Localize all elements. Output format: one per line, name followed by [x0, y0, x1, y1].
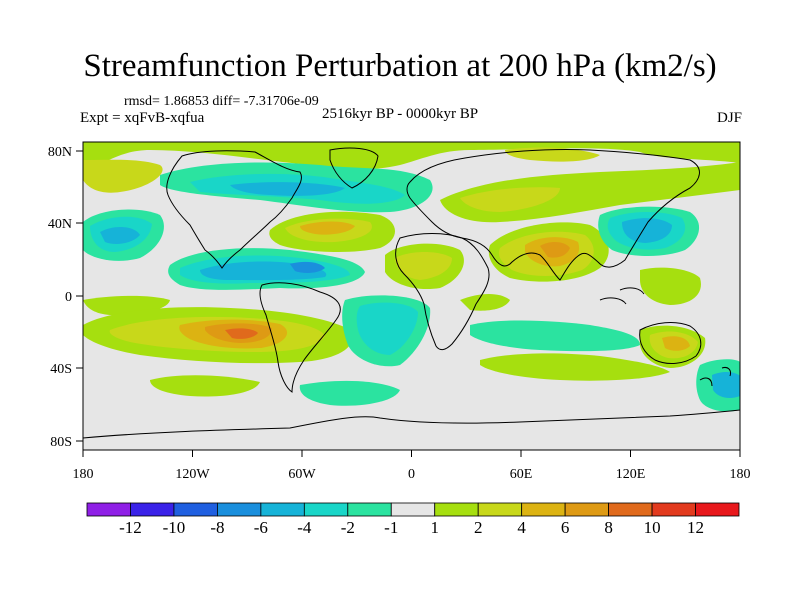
coastline-south-america	[259, 282, 341, 393]
colorbar-label: 6	[561, 518, 570, 537]
contour-region	[460, 294, 510, 311]
colorbar: -12 -10 -8 -6 -4 -2 -1 1 2 4 6 8 10 12	[86, 502, 740, 537]
colorbar-label: 4	[517, 518, 526, 537]
coastline-africa	[395, 233, 490, 351]
contour-region	[83, 159, 163, 193]
lon-tick-label: 180	[730, 467, 751, 482]
contour-region	[470, 320, 640, 352]
colorbar-label: -4	[297, 518, 312, 537]
stats-label: rmsd= 1.86853 diff= -7.31706e-09	[124, 94, 319, 109]
contour-region	[540, 242, 570, 258]
colorbar-label: -1	[384, 518, 398, 537]
lon-tick-label: 120E	[616, 467, 646, 482]
colorbar-label: 12	[687, 518, 704, 537]
coastline-islands	[599, 287, 731, 387]
contour-region	[83, 142, 740, 175]
lat-tick-label: 0	[65, 290, 72, 305]
season-label: DJF	[716, 110, 742, 126]
contour-region	[712, 372, 740, 398]
contour-region	[622, 218, 672, 243]
chart-title: Streamfunction Perturbation at 200 hPa (…	[83, 48, 717, 84]
map-fill-layer	[83, 142, 740, 450]
colorbar-box	[216, 502, 262, 517]
contour-region	[299, 380, 400, 406]
colorbar-box	[173, 502, 218, 517]
lat-tick-label: 40S	[50, 362, 72, 377]
contour-region	[225, 328, 258, 339]
period-label: 2516kyr BP - 0000kyr BP	[322, 106, 479, 122]
lon-tick-label: 0	[408, 467, 415, 482]
contour-region	[150, 375, 260, 397]
colorbar-box	[521, 502, 566, 517]
colorbar-box	[608, 502, 653, 517]
contour-region	[460, 187, 560, 212]
colorbar-label: -10	[163, 518, 186, 537]
colorbar-box	[86, 502, 131, 517]
lon-tick-label: 60E	[510, 467, 533, 482]
contour-region	[640, 267, 701, 305]
coastline-antarctica	[83, 409, 740, 439]
lon-tick-label: 120W	[175, 467, 210, 482]
colorbar-label: 1	[430, 518, 439, 537]
colorbar-box	[651, 502, 696, 517]
colorbar-box	[303, 502, 349, 517]
coastlines	[83, 147, 740, 439]
contour-region	[100, 226, 140, 244]
colorbar-box	[260, 502, 305, 517]
lat-tick-label: 80S	[50, 435, 72, 450]
colorbar-label: -8	[210, 518, 224, 537]
coastline-greenland	[329, 147, 379, 189]
colorbar-box	[434, 502, 479, 517]
colorbar-label: 10	[644, 518, 661, 537]
contour-region	[230, 182, 345, 196]
contour-region	[662, 336, 690, 351]
colorbar-box	[564, 502, 610, 517]
colorbar-label: -2	[341, 518, 355, 537]
lon-axis: 180 120W 60W 0 60E 120E 180	[73, 450, 751, 482]
colorbar-box	[130, 502, 175, 517]
contour-region	[356, 302, 418, 355]
contour-region	[300, 221, 355, 235]
colorbar-label: -12	[119, 518, 142, 537]
colorbar-box	[695, 502, 740, 517]
colorbar-box	[390, 502, 436, 517]
colorbar-label: -6	[254, 518, 268, 537]
lon-tick-label: 60W	[288, 467, 316, 482]
contour-region	[480, 353, 670, 381]
lat-tick-label: 40N	[48, 217, 72, 232]
contour-region	[290, 261, 325, 273]
coastline-australia	[639, 322, 702, 364]
colorbar-box	[477, 502, 523, 517]
lat-tick-label: 80N	[48, 145, 72, 160]
colorbar-box	[347, 502, 392, 517]
experiment-label: Expt = xqFvB-xqfua	[80, 110, 205, 126]
lon-tick-label: 180	[73, 467, 94, 482]
contour-region	[395, 252, 452, 280]
colorbar-label: 8	[604, 518, 613, 537]
colorbar-label: 2	[474, 518, 483, 537]
lat-axis: 80N 40N 0 40S 80S	[48, 145, 83, 450]
coastline-north-america	[166, 150, 302, 269]
